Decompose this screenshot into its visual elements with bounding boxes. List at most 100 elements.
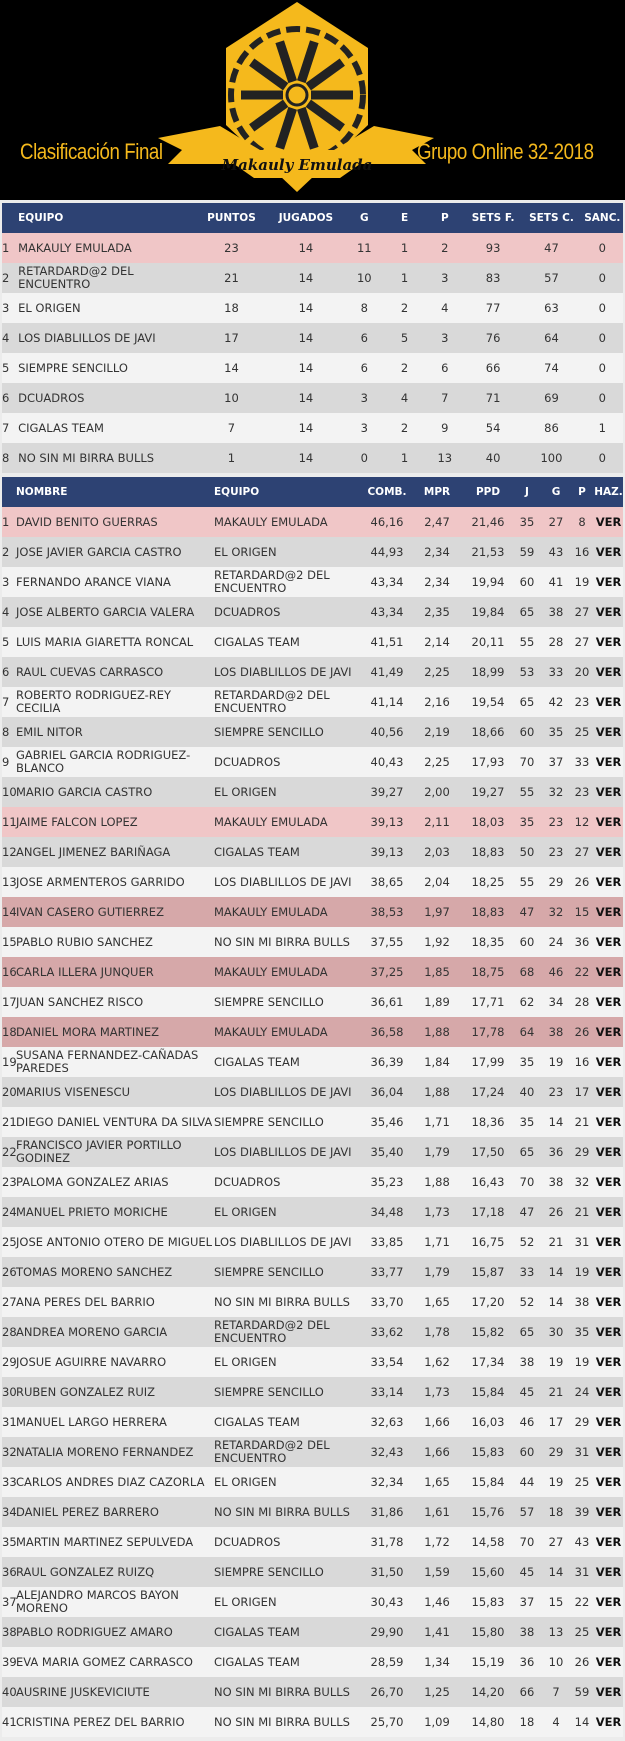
- ver-link[interactable]: VER: [594, 747, 623, 777]
- player-row: 27 ANA PERES DEL BARRIO NO SIN MI BIRRA BU…: [2, 1287, 623, 1317]
- column-header-4[interactable]: E: [384, 203, 425, 233]
- ver-link[interactable]: VER: [594, 1527, 623, 1557]
- ver-link[interactable]: VER: [594, 1257, 623, 1287]
- ver-link[interactable]: VER: [594, 657, 623, 687]
- column-header-7[interactable]: SETS C.: [521, 203, 582, 233]
- dartboard-segment: [305, 99, 345, 132]
- ver-link[interactable]: VER: [594, 597, 623, 627]
- ver-link[interactable]: VER: [594, 1287, 623, 1317]
- player-p: 27: [570, 597, 594, 627]
- column-header-3[interactable]: G: [344, 203, 385, 233]
- ver-link[interactable]: VER: [594, 1707, 623, 1737]
- player-j: 55: [512, 867, 542, 897]
- player-rank: 37: [2, 1587, 17, 1617]
- column-header-1[interactable]: EQUIPO: [214, 477, 364, 507]
- team-stat-p: 4: [424, 293, 465, 323]
- player-g: 7: [542, 1677, 570, 1707]
- ver-link[interactable]: VER: [594, 867, 623, 897]
- ver-link[interactable]: VER: [594, 1347, 623, 1377]
- ver-link[interactable]: VER: [594, 1317, 623, 1347]
- ver-link[interactable]: VER: [594, 567, 623, 597]
- column-header-5[interactable]: J: [512, 477, 542, 507]
- player-row: 18 DANIEL MORA MARTINEZ MAKAULY EMULADA 36,…: [2, 1017, 623, 1047]
- column-header-0[interactable]: EQUIPO: [18, 203, 196, 233]
- ver-link[interactable]: VER: [594, 1077, 623, 1107]
- player-comb: 37,55: [364, 927, 410, 957]
- column-header-2[interactable]: JUGADOS: [267, 203, 345, 233]
- ver-link[interactable]: VER: [594, 1377, 623, 1407]
- ver-link[interactable]: VER: [594, 927, 623, 957]
- ver-link[interactable]: VER: [594, 537, 623, 567]
- player-g: 17: [542, 1407, 570, 1437]
- column-header-0[interactable]: NOMBRE: [16, 477, 214, 507]
- ver-link[interactable]: VER: [594, 687, 623, 717]
- ver-link[interactable]: VER: [594, 807, 623, 837]
- column-header-1[interactable]: PUNTOS: [195, 203, 268, 233]
- player-mpr: 1,84: [410, 1047, 464, 1077]
- player-g: 38: [542, 1167, 570, 1197]
- ver-link[interactable]: VER: [594, 1557, 623, 1587]
- column-header-2[interactable]: COMB.: [364, 477, 410, 507]
- player-ppd: 15,87: [464, 1257, 512, 1287]
- ver-link[interactable]: VER: [594, 1587, 623, 1617]
- ver-link[interactable]: VER: [594, 1137, 623, 1167]
- player-name: CARLA ILLERA JUNQUER: [16, 957, 214, 987]
- ver-link[interactable]: VER: [594, 1017, 623, 1047]
- player-team: DCUADROS: [214, 597, 364, 627]
- column-header-6[interactable]: G: [542, 477, 570, 507]
- column-header-7[interactable]: P: [570, 477, 594, 507]
- ver-link[interactable]: VER: [594, 1647, 623, 1677]
- player-team: MAKAULY EMULADA: [214, 1017, 364, 1047]
- player-j: 37: [512, 1587, 542, 1617]
- player-comb: 41,14: [364, 687, 410, 717]
- ver-link[interactable]: VER: [594, 717, 623, 747]
- player-g: 14: [542, 1107, 570, 1137]
- dartboard-segment: [249, 99, 289, 132]
- ver-link[interactable]: VER: [594, 777, 623, 807]
- column-header-4[interactable]: PPD: [464, 477, 512, 507]
- player-g: 37: [542, 747, 570, 777]
- team-stat-g: 10: [344, 263, 385, 293]
- column-header-5[interactable]: P: [424, 203, 465, 233]
- ver-link[interactable]: VER: [594, 1047, 623, 1077]
- player-name: MARIO GARCIA CASTRO: [16, 777, 214, 807]
- player-g: 26: [542, 1197, 570, 1227]
- ver-link[interactable]: VER: [594, 1107, 623, 1137]
- ver-link[interactable]: VER: [594, 1437, 623, 1467]
- player-g: 19: [542, 1347, 570, 1377]
- player-mpr: 1,09: [410, 1707, 464, 1737]
- ver-link[interactable]: VER: [594, 957, 623, 987]
- ver-link[interactable]: VER: [594, 987, 623, 1017]
- team-stat-setsf: 40: [464, 443, 522, 473]
- player-comb: 33,14: [364, 1377, 410, 1407]
- ver-link[interactable]: VER: [594, 1497, 623, 1527]
- ver-link[interactable]: VER: [594, 1167, 623, 1197]
- player-ppd: 19,27: [464, 777, 512, 807]
- ver-link[interactable]: VER: [594, 1407, 623, 1437]
- ver-link[interactable]: VER: [594, 897, 623, 927]
- column-header-8[interactable]: SANC.: [581, 203, 623, 233]
- team-stat-jugados: 14: [267, 443, 345, 473]
- column-header-8[interactable]: HAZ.: [594, 477, 623, 507]
- team-rank: 5: [2, 353, 19, 383]
- team-stat-g: 8: [344, 293, 385, 323]
- ver-link[interactable]: VER: [594, 837, 623, 867]
- ver-link[interactable]: VER: [594, 1617, 623, 1647]
- ver-link[interactable]: VER: [594, 1227, 623, 1257]
- player-p: 21: [570, 1197, 594, 1227]
- team-name: MAKAULY EMULADA: [18, 233, 196, 263]
- column-header-6[interactable]: SETS F.: [464, 203, 522, 233]
- ver-link[interactable]: VER: [594, 1197, 623, 1227]
- team-stat-p: 3: [424, 263, 465, 293]
- column-header-3[interactable]: MPR: [410, 477, 464, 507]
- ver-link[interactable]: VER: [594, 627, 623, 657]
- player-row: 26 TOMAS MORENO SANCHEZ SIEMPRE SENCILLO 33…: [2, 1257, 623, 1287]
- ver-link[interactable]: VER: [594, 507, 623, 537]
- player-ppd: 16,43: [464, 1167, 512, 1197]
- player-ppd: 18,83: [464, 837, 512, 867]
- player-rank: 14: [2, 897, 17, 927]
- player-rank: 24: [2, 1197, 17, 1227]
- ver-link[interactable]: VER: [594, 1467, 623, 1497]
- team-stat-setsf: 66: [464, 353, 522, 383]
- ver-link[interactable]: VER: [594, 1677, 623, 1707]
